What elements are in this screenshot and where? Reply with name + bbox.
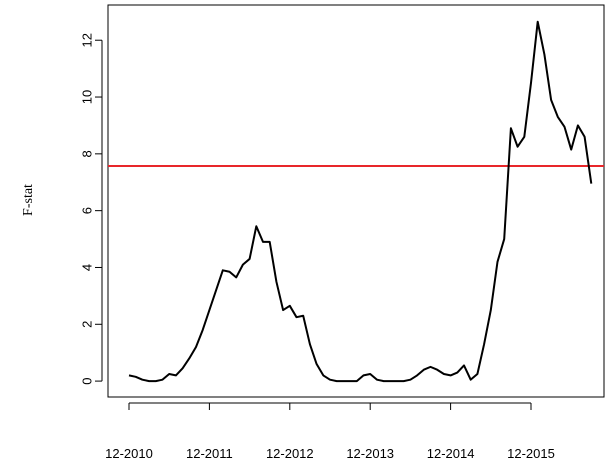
y-tick-label: 8 [79,150,94,157]
data-line [128,20,593,383]
x-tick-label: 12-2013 [346,446,394,461]
plot-box [107,4,605,398]
y-axis-label: F-stat [21,184,36,216]
x-tick-label: 12-2012 [266,446,314,461]
x-tick-label: 12-2015 [507,446,555,461]
y-tick-label: 0 [79,377,94,384]
y-tick-label: 10 [79,90,94,104]
y-tick-label: 4 [79,264,94,271]
x-tick-label: 12-2011 [186,446,233,461]
x-tick-label: 12-2014 [427,446,475,461]
y-tick-label: 6 [79,207,94,214]
x-tick-label: 12-2010 [105,446,153,461]
y-tick-label: 12 [79,33,94,47]
y-tick-label: 2 [79,321,94,328]
